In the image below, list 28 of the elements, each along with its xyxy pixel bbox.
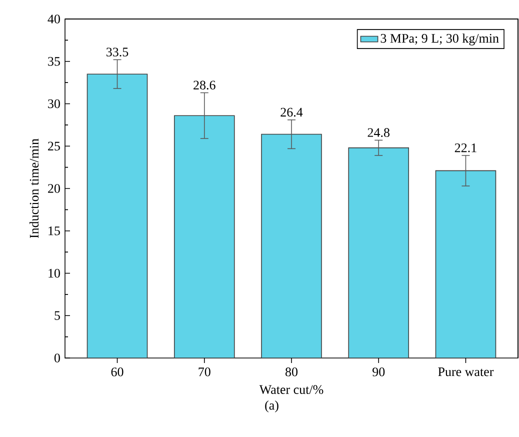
- x-axis-title: Water cut/%: [259, 385, 324, 394]
- x-tick-label: Pure water: [438, 368, 494, 376]
- data-label: 26.4: [280, 108, 303, 117]
- y-tick-label: 5: [54, 311, 60, 320]
- data-label: 28.6: [194, 80, 216, 90]
- y-tick-label: 40: [48, 14, 60, 24]
- x-tick-label: 60: [111, 368, 124, 376]
- bar: [174, 116, 234, 358]
- text: (a): [265, 400, 278, 412]
- bar: [435, 170, 496, 358]
- y-tick-label: 30: [48, 99, 60, 108]
- y-axis-title: Induction time/min: [29, 138, 39, 238]
- legend-label: 3 MPa; 9 L; 30 kg/min: [380, 34, 499, 46]
- bar: [348, 148, 409, 358]
- y-tick-label: 15: [48, 226, 60, 236]
- data-label: 33.5: [106, 48, 128, 56]
- x-tick-label: 70: [198, 368, 210, 376]
- x-tick-label: 90: [372, 368, 385, 376]
- bar: [262, 134, 322, 358]
- bar: [87, 74, 148, 358]
- y-tick-label: 0: [54, 354, 60, 362]
- y-tick-label: 35: [48, 57, 60, 66]
- y-tick-label: 10: [48, 268, 60, 278]
- y-tick-label: 25: [48, 142, 60, 150]
- x-tick-label: 80: [286, 368, 298, 376]
- y-tick-label: 20: [48, 184, 60, 193]
- data-label: 24.8: [368, 128, 390, 137]
- data-label: 22.1: [454, 143, 476, 152]
